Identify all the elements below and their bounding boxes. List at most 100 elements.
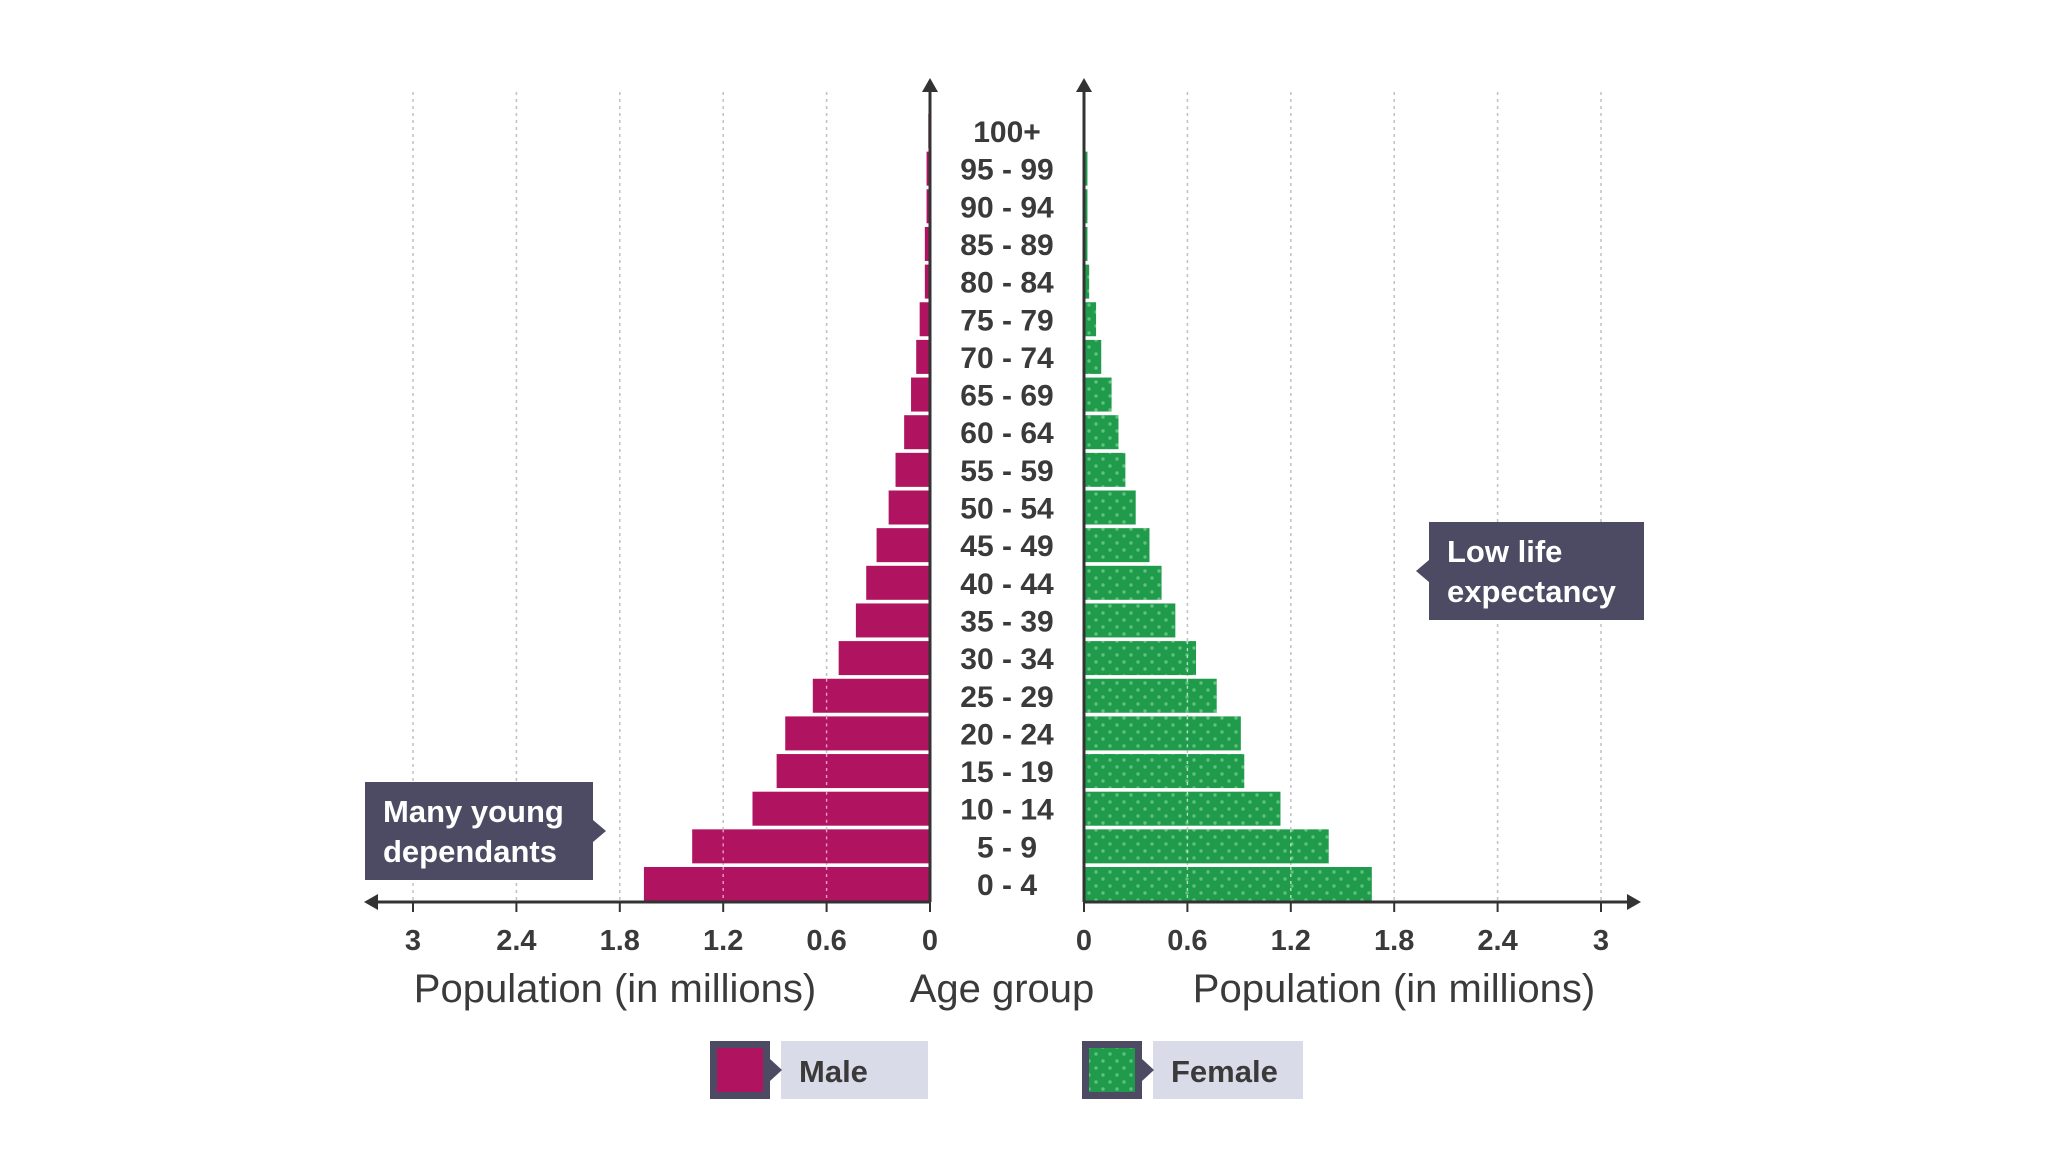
x-axis-title-left: Population (in millions) <box>414 967 816 1011</box>
annotation-left-line-2: dependants <box>383 834 557 869</box>
tick-label-right-0: 0 <box>1076 925 1092 957</box>
x-axis-title-right: Population (in millions) <box>1193 967 1595 1011</box>
age-label-19: 95 - 99 <box>960 154 1053 187</box>
tick-label-left-3: 1.2 <box>703 925 743 957</box>
tick-label-left-0: 3 <box>405 925 421 957</box>
annotation-left-pointer <box>593 820 606 842</box>
bar-male-8 <box>866 565 930 600</box>
bar-male-19 <box>926 151 930 186</box>
bar-female-5 <box>1084 678 1217 713</box>
bar-male-17 <box>924 226 930 261</box>
annotation-many-young-dependants: Many young dependants <box>365 782 606 880</box>
age-label-3: 15 - 19 <box>960 756 1053 789</box>
legend-male-swatch <box>717 1048 763 1092</box>
bar-female-0 <box>1084 867 1372 901</box>
age-label-0: 0 - 4 <box>977 869 1037 902</box>
bar-male-7 <box>855 603 930 638</box>
legend-female-label: Female <box>1171 1054 1278 1089</box>
bar-female-15 <box>1084 302 1097 337</box>
bar-female-13 <box>1084 377 1112 412</box>
annotation-left-box <box>365 782 593 880</box>
tick-label-left-4: 0.6 <box>806 925 846 957</box>
bar-female-6 <box>1084 641 1197 676</box>
legend-male-label-bg <box>781 1041 928 1099</box>
age-label-15: 75 - 79 <box>960 304 1053 337</box>
tick-label-right-1: 0.6 <box>1167 925 1207 957</box>
tick-label-right-5: 3 <box>1593 925 1609 957</box>
bar-female-2 <box>1084 791 1281 826</box>
age-label-10: 50 - 54 <box>960 493 1054 526</box>
bar-male-6 <box>838 641 930 676</box>
legend-item-male: Male <box>710 1041 928 1099</box>
tick-label-right-3: 1.8 <box>1374 925 1414 957</box>
axes <box>364 78 1641 910</box>
age-label-1: 5 - 9 <box>977 831 1037 864</box>
grid-right <box>1186 92 1602 901</box>
bar-male-10 <box>888 490 930 525</box>
bar-male-16 <box>924 264 930 299</box>
bar-male-9 <box>876 528 930 563</box>
annotation-right-pointer <box>1416 560 1429 582</box>
bar-female-12 <box>1084 415 1119 450</box>
annotation-left-line-1: Many young <box>383 794 564 829</box>
female-bars <box>1084 151 1372 901</box>
age-labels: 0 - 4 5 - 9 10 - 14 15 - 19 20 - 24 25 - 29 30… <box>960 116 1054 902</box>
tick-label-right-2: 1.2 <box>1271 925 1311 957</box>
annotation-right-box <box>1429 522 1644 620</box>
annotation-right-line-1: Low life <box>1447 534 1562 569</box>
bar-female-3 <box>1084 754 1245 789</box>
age-label-20: 100+ <box>973 116 1041 149</box>
grid-left <box>412 92 828 901</box>
tick-label-right-4: 2.4 <box>1477 925 1517 957</box>
bar-female-19 <box>1084 151 1088 186</box>
bar-male-2 <box>752 791 930 826</box>
legend-female-swatch <box>1089 1048 1135 1092</box>
bar-male-4 <box>785 716 930 751</box>
y-axis-right-arrow <box>1076 78 1092 92</box>
x-axis-right-arrow <box>1627 894 1641 910</box>
bar-male-0 <box>643 867 930 901</box>
bar-female-14 <box>1084 339 1102 374</box>
age-label-2: 10 - 14 <box>960 794 1054 827</box>
bar-male-11 <box>895 452 930 487</box>
age-label-6: 30 - 34 <box>960 643 1054 676</box>
legend-item-female: Female <box>1082 1041 1303 1099</box>
bar-male-13 <box>911 377 930 412</box>
annotation-low-life-expectancy: Low life expectancy <box>1416 522 1644 620</box>
annotation-right-line-2: expectancy <box>1447 574 1617 609</box>
bar-female-17 <box>1084 226 1088 261</box>
age-label-5: 25 - 29 <box>960 681 1053 714</box>
bar-male-1 <box>692 829 930 864</box>
bar-female-8 <box>1084 565 1162 600</box>
bar-female-7 <box>1084 603 1176 638</box>
legend: Male Female <box>710 1041 1303 1099</box>
legend-male-label: Male <box>799 1054 868 1089</box>
age-label-4: 20 - 24 <box>960 718 1054 751</box>
legend-female-pointer <box>1142 1059 1154 1081</box>
age-label-12: 60 - 64 <box>960 417 1054 450</box>
bar-female-1 <box>1084 829 1329 864</box>
age-label-18: 90 - 94 <box>960 191 1054 224</box>
bar-male-15 <box>919 302 930 337</box>
age-label-7: 35 - 39 <box>960 605 1053 638</box>
age-label-16: 80 - 84 <box>960 267 1054 300</box>
bar-male-3 <box>776 754 930 789</box>
x-axis-left-arrow <box>364 894 378 910</box>
age-label-11: 55 - 59 <box>960 455 1053 488</box>
bar-female-16 <box>1084 264 1090 299</box>
bar-male-5 <box>812 678 930 713</box>
legend-male-pointer <box>770 1059 782 1081</box>
bar-female-10 <box>1084 490 1136 525</box>
bar-female-9 <box>1084 528 1150 563</box>
bar-male-18 <box>926 189 930 224</box>
age-label-9: 45 - 49 <box>960 530 1053 563</box>
age-label-17: 85 - 89 <box>960 229 1053 262</box>
tick-label-left-2: 1.8 <box>600 925 640 957</box>
legend-female-label-bg <box>1153 1041 1303 1099</box>
age-label-14: 70 - 74 <box>960 342 1054 375</box>
bar-male-14 <box>916 339 930 374</box>
bar-female-18 <box>1084 189 1088 224</box>
tick-labels: 3 2.4 1.8 1.2 0.6 0 0 0.6 1.2 1.8 2.4 3 <box>405 902 1609 957</box>
age-label-8: 40 - 44 <box>960 568 1054 601</box>
